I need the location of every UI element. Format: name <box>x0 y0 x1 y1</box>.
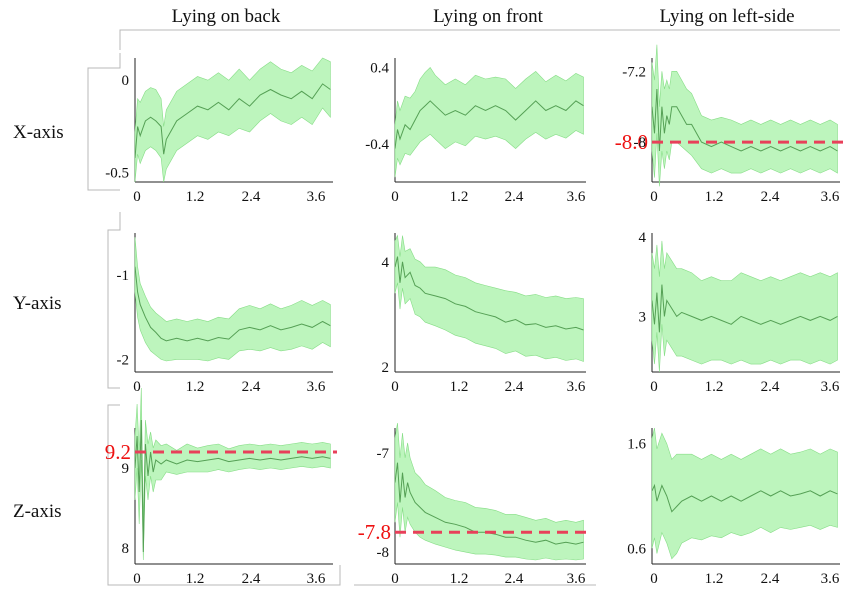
x-tick-label: 3.6 <box>821 571 840 587</box>
y-tick-label: -7 <box>377 446 390 462</box>
y-tick-label: -7.2 <box>622 64 646 80</box>
mean-line <box>134 419 331 553</box>
y-tick-label: 9 <box>122 461 130 477</box>
frame-lines <box>87 29 840 586</box>
mean-line <box>394 256 584 331</box>
frame-top-bracket <box>119 29 840 50</box>
reference-label: -8.0 <box>615 130 648 154</box>
row-title-z-axis: Z-axis <box>13 501 62 522</box>
mean-line <box>134 266 331 342</box>
mean-line <box>134 83 331 158</box>
confidence-band <box>651 44 838 187</box>
confidence-band <box>394 234 584 362</box>
x-tick-label: 3.6 <box>307 189 326 205</box>
panels: 0 1.2 2.4 3.60-0.50 1.2 2.4 3.60.4-0.4 -8.00 1.2… <box>105 44 844 587</box>
x-tick-label: 3.6 <box>307 379 326 395</box>
panel-2: -8.0 0 1.2 2.4 3.6 -7.2 -8 <box>615 44 844 205</box>
x-tick-label: 2.4 <box>505 379 524 395</box>
x-tick-label: 0 <box>133 571 141 587</box>
panel-6: 9.2 0 1.2 2.4 3.6 9 8 <box>105 387 337 587</box>
x-tick-label: 0 <box>391 571 399 587</box>
mean-line <box>651 284 838 333</box>
x-tick-label: 2.4 <box>242 379 261 395</box>
y-tick-label: 0 <box>122 73 130 89</box>
x-tick-label: 0 <box>650 189 658 205</box>
mean-line <box>651 88 838 152</box>
panel-7: -7.8 0 1.2 2.4 3.6 -7 -8 <box>358 422 590 587</box>
panel-0: 0 1.2 2.4 3.60-0.5 <box>105 57 333 205</box>
y-tick-label: -1 <box>117 268 130 284</box>
confidence-band <box>394 422 584 561</box>
panel-5: 0 1.2 2.4 3.6 4 3 <box>639 230 840 395</box>
x-tick-label: 2.4 <box>242 189 261 205</box>
frame-row1-bracket <box>87 53 121 191</box>
x-tick-label: 2.4 <box>761 379 780 395</box>
y-tick-label: 4 <box>382 255 390 271</box>
y-tick-label: 8 <box>122 541 130 557</box>
x-tick-label: 2.4 <box>242 571 261 587</box>
x-tick-label: 1.2 <box>450 379 469 395</box>
x-tick-label: 0 <box>133 379 141 395</box>
y-tick-label: 2 <box>382 360 390 376</box>
column-title-back: Lying on back <box>172 6 281 27</box>
column-title-left-side: Lying on left-side <box>659 6 794 27</box>
x-tick-label: 0 <box>391 189 399 205</box>
column-title-front: Lying on front <box>433 6 543 27</box>
row-title-y-axis: Y-axis <box>13 293 62 314</box>
x-tick-label: 1.2 <box>186 571 205 587</box>
x-tick-label: 2.4 <box>505 571 524 587</box>
confidence-band <box>134 57 331 183</box>
x-tick-label: 1.2 <box>705 571 724 587</box>
x-tick-label: 1.2 <box>450 189 469 205</box>
confidence-band <box>651 427 838 560</box>
frame-row3-bracket <box>107 404 341 586</box>
y-tick-label: -8 <box>634 135 647 151</box>
x-tick-label: 1.2 <box>186 379 205 395</box>
reference-label: -7.8 <box>358 520 391 544</box>
x-tick-label: 3.6 <box>821 189 840 205</box>
x-tick-label: 2.4 <box>505 189 524 205</box>
x-tick-label: 0 <box>391 379 399 395</box>
row-title-x-axis: X-axis <box>13 122 64 143</box>
y-tick-label: -0.4 <box>365 137 389 153</box>
y-tick-label: -0.5 <box>105 166 129 182</box>
x-tick-label: 1.2 <box>450 571 469 587</box>
x-tick-label: 0 <box>133 189 141 205</box>
panel-3: 0 1.2 2.4 3.6 -1 -2 <box>117 233 333 395</box>
x-tick-label: 0 <box>650 379 658 395</box>
y-tick-label: -8 <box>377 545 390 561</box>
y-tick-label: 3 <box>639 309 647 325</box>
mean-line <box>651 483 838 513</box>
x-tick-label: 2.4 <box>761 189 780 205</box>
x-tick-label: 3.6 <box>567 379 586 395</box>
x-tick-label: 1.2 <box>705 379 724 395</box>
y-tick-label: 0.6 <box>627 541 646 557</box>
frame-row2-bracket <box>107 212 121 389</box>
x-tick-label: 0 <box>650 571 658 587</box>
panel-1: 0 1.2 2.4 3.6 0.4 -0.4 <box>365 58 586 205</box>
y-tick-label: -2 <box>117 352 130 368</box>
y-tick-label: 4 <box>639 230 647 246</box>
y-tick-label: 0.4 <box>370 61 389 77</box>
x-tick-label: 1.2 <box>705 189 724 205</box>
panel-4: 0 1.2 2.4 3.6 4 2 <box>382 233 586 395</box>
panel-8: 0 1.2 2.4 3.6 1.6 0.6 <box>627 427 840 587</box>
mean-line <box>394 100 584 149</box>
x-tick-label: 3.6 <box>307 571 326 587</box>
x-tick-label: 3.6 <box>821 379 840 395</box>
x-tick-label: 3.6 <box>567 571 586 587</box>
x-tick-label: 3.6 <box>567 189 586 205</box>
x-tick-label: 2.4 <box>761 571 780 587</box>
confidence-band <box>394 67 584 178</box>
mean-line <box>394 462 584 545</box>
reference-label: 9.2 <box>105 440 131 464</box>
confidence-band <box>134 237 331 362</box>
confidence-band <box>134 387 331 561</box>
confidence-band <box>651 240 838 373</box>
y-tick-label: 1.6 <box>627 437 646 453</box>
x-tick-label: 1.2 <box>186 189 205 205</box>
